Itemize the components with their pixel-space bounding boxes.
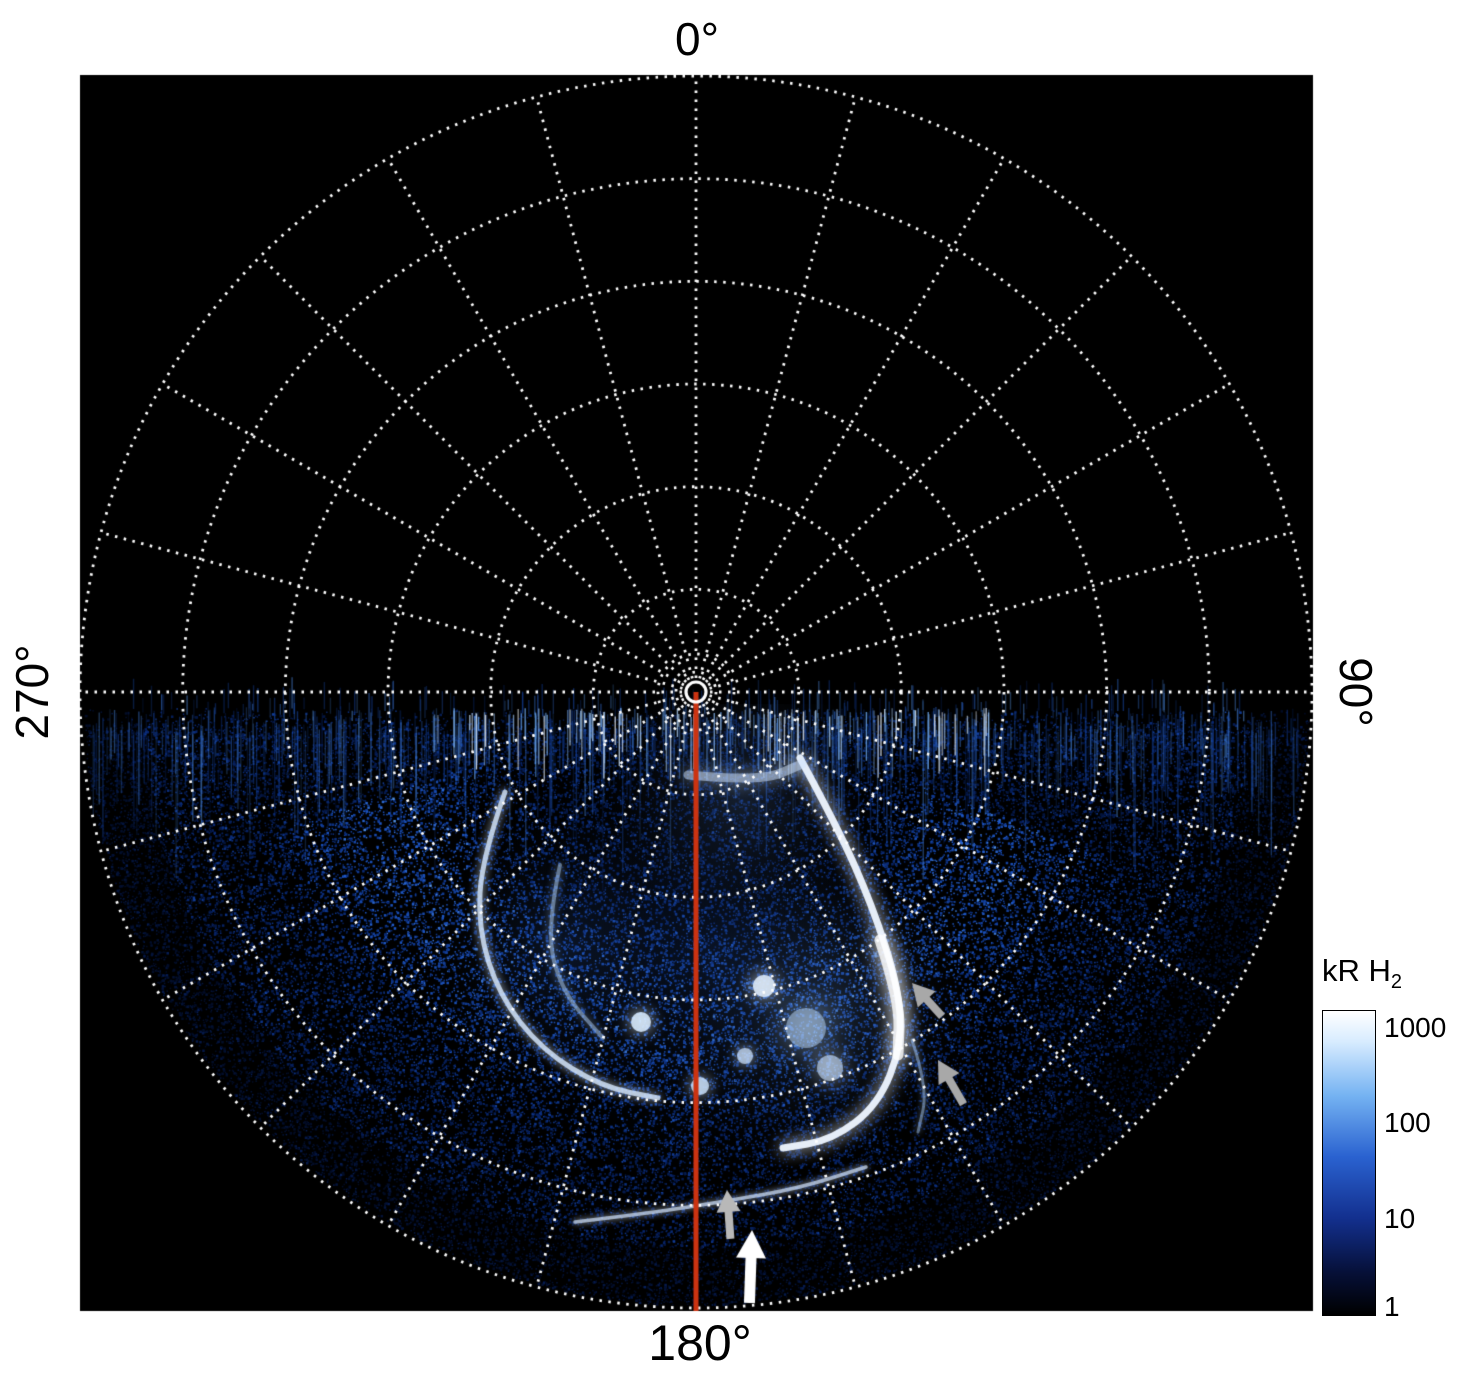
- colorbar-tick: 10: [1384, 1203, 1416, 1235]
- colorbar-title: kR H2: [1322, 953, 1403, 994]
- colorbar-tick: 1: [1384, 1291, 1400, 1323]
- colorbar-tick: 100: [1384, 1106, 1431, 1138]
- angle-label-90: 90°: [1330, 657, 1382, 727]
- colorbar-gradient: [1322, 1010, 1376, 1317]
- colorbar: kR H2 1000 100 10 1: [1322, 953, 1446, 1322]
- angle-label-180: 180°: [648, 1315, 752, 1371]
- angle-label-270: 270°: [6, 644, 58, 740]
- colorbar-ticks: 1000 100 10 1: [1384, 1010, 1481, 1322]
- colorbar-tick: 1000: [1384, 1012, 1447, 1044]
- angle-label-0: 0°: [675, 13, 719, 65]
